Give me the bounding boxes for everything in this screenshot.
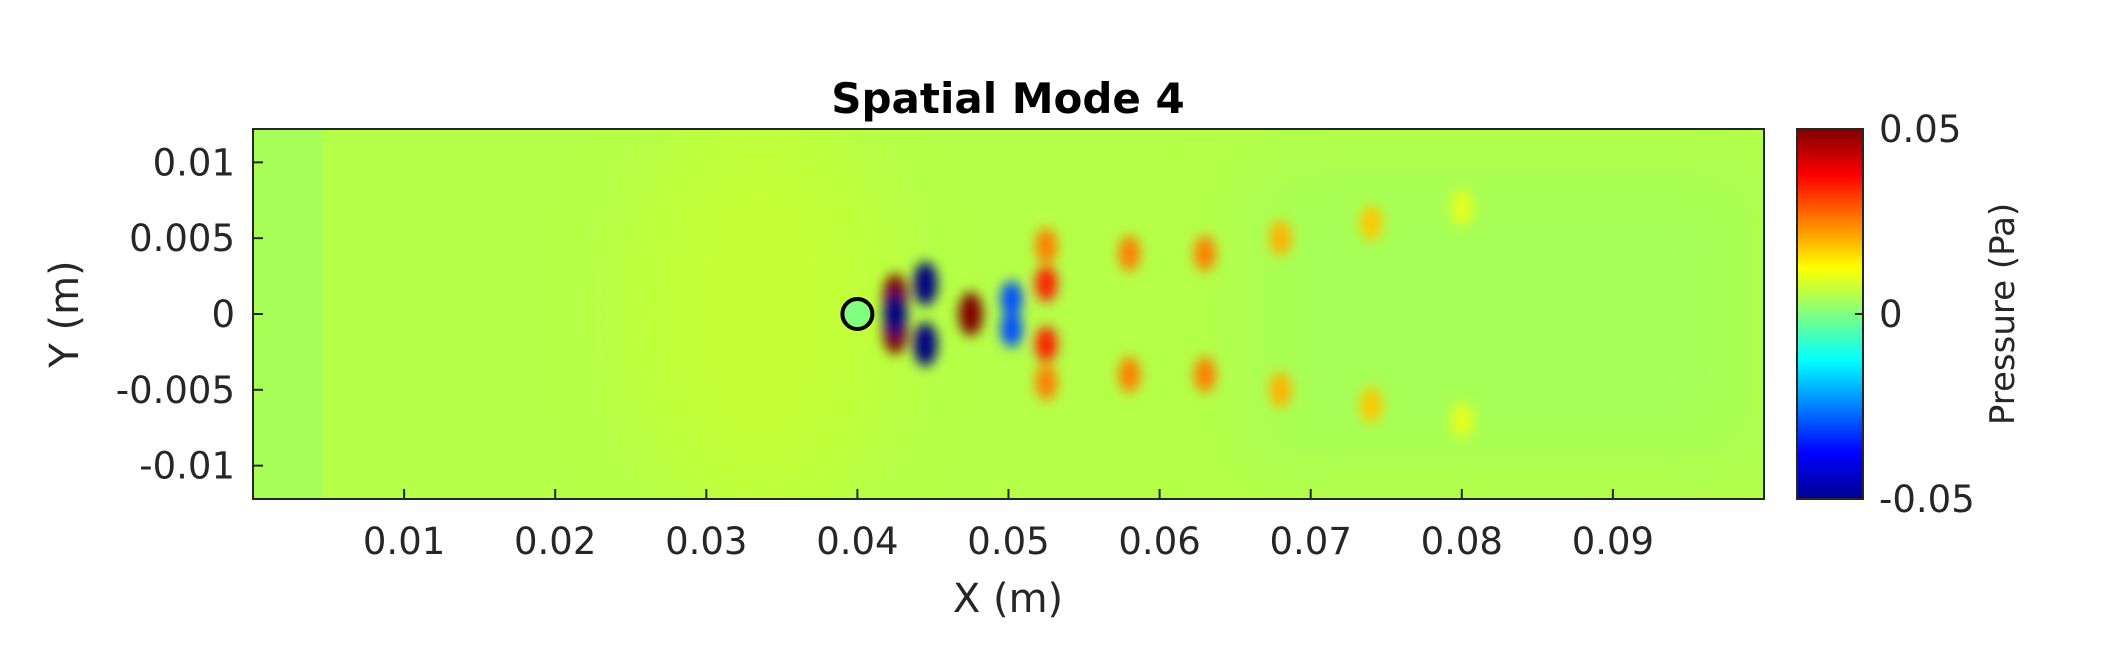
- pressure-lobe: [1035, 265, 1058, 302]
- pressure-lobe: [1000, 280, 1023, 317]
- pressure-lobe: [1193, 235, 1216, 272]
- x-tick-label: 0.04: [816, 520, 898, 563]
- colorbar-tick-label: -0.05: [1879, 478, 1975, 521]
- x-tick-label: 0.03: [665, 520, 747, 563]
- pressure-lobe: [1450, 402, 1473, 439]
- x-tick-label: 0.01: [363, 520, 445, 563]
- y-tick-label: 0: [211, 293, 235, 336]
- y-tick-label: 0.005: [129, 217, 235, 260]
- pressure-lobe: [1269, 220, 1292, 257]
- pressure-lobe: [1000, 311, 1023, 348]
- x-tick-label: 0.08: [1421, 520, 1503, 563]
- y-tick-label: -0.01: [139, 445, 235, 488]
- pressure-lobe: [1035, 227, 1058, 264]
- plot-area: [253, 129, 1764, 499]
- colorbar-label: Pressure (Pa): [1983, 203, 2023, 425]
- x-axis-label: X (m): [953, 576, 1063, 622]
- x-tick-label: 0.09: [1572, 520, 1654, 563]
- y-tick-label: -0.005: [116, 369, 235, 412]
- colorbar-tick-label: 0: [1879, 293, 1903, 336]
- pressure-lobe: [1035, 364, 1058, 401]
- chart-title: Spatial Mode 4: [831, 74, 1185, 123]
- pressure-lobe: [958, 292, 983, 336]
- x-tick-label: 0.02: [514, 520, 596, 563]
- upstream-yellow-region: [630, 129, 890, 499]
- pressure-lobe: [1118, 356, 1141, 393]
- pressure-lobes: [883, 189, 1473, 439]
- colorbar-gradient: [1796, 128, 1864, 500]
- colorbar-tick-label: 0.05: [1879, 108, 1961, 151]
- pressure-lobe: [1035, 326, 1058, 363]
- pressure-lobe: [1193, 356, 1216, 393]
- pressure-lobe: [1118, 235, 1141, 272]
- x-axis-ticks: 0.01 0.02 0.03 0.04 0.05 0.06 0.07 0.08 0.09: [363, 489, 1654, 563]
- pressure-lobe: [1360, 205, 1383, 242]
- wake-region: [1250, 160, 1764, 470]
- colorbar-ticks: 0.05 0 -0.05: [1855, 108, 1975, 521]
- x-tick-label: 0.07: [1270, 520, 1352, 563]
- pressure-lobe: [1450, 189, 1473, 226]
- y-axis-ticks: 0.01 0.005 0 -0.005 -0.01: [116, 141, 263, 488]
- x-tick-label: 0.05: [967, 520, 1049, 563]
- pressure-lobe: [883, 292, 908, 336]
- pressure-lobe: [913, 322, 938, 367]
- pressure-lobe: [1269, 371, 1292, 408]
- colorbar: 0.05 0 -0.05 Pressure (Pa): [1796, 108, 2023, 521]
- y-tick-label: 0.01: [153, 141, 235, 184]
- y-axis-label: Y (m): [42, 260, 88, 368]
- inlet-band: [253, 129, 323, 499]
- pressure-lobe: [1360, 386, 1383, 423]
- pressure-lobe: [913, 261, 938, 306]
- cylinder-obstacle: [840, 297, 875, 331]
- x-tick-label: 0.06: [1118, 520, 1200, 563]
